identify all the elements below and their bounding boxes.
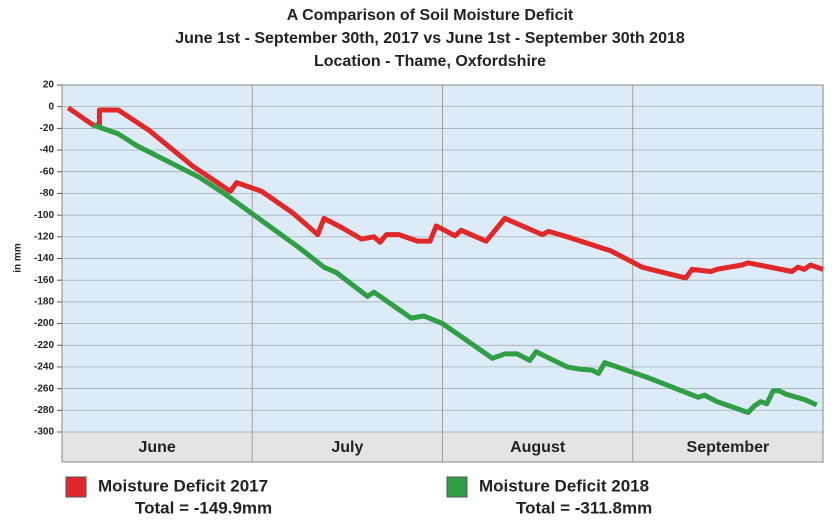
- y-tick-label: -200: [34, 318, 54, 329]
- legend-total: Total = -149.9mm: [135, 498, 272, 517]
- y-tick-label: -260: [34, 383, 54, 394]
- legend-label: Moisture Deficit 2017: [98, 476, 268, 495]
- x-tick-label: June: [138, 439, 175, 456]
- legend-swatch: [446, 476, 468, 498]
- y-tick-label: -120: [34, 231, 54, 242]
- series-line: [66, 105, 824, 281]
- legend-label: Moisture Deficit 2018: [479, 476, 649, 495]
- chart-title: A Comparison of Soil Moisture Deficit: [287, 7, 574, 24]
- x-tick-label: August: [510, 439, 566, 456]
- y-tick-label: -40: [40, 145, 55, 156]
- y-axis-label: in mm: [13, 243, 24, 273]
- y-tick-label: -80: [40, 188, 55, 199]
- plot-border: [61, 84, 824, 463]
- y-tick-label: -220: [34, 340, 54, 351]
- y-tick-label: -60: [40, 166, 55, 177]
- y-tick-label: -100: [34, 210, 54, 221]
- y-tick-label: 0: [48, 101, 54, 112]
- x-tick-label: July: [331, 439, 363, 456]
- y-tick-label: -280: [34, 405, 54, 416]
- legend-swatch: [65, 476, 87, 498]
- y-tick-label: -140: [34, 253, 54, 264]
- y-tick-label: -20: [40, 123, 55, 134]
- y-tick-label: -180: [34, 297, 54, 308]
- y-tick-label: -240: [34, 362, 54, 373]
- series-line: [92, 122, 818, 415]
- y-tick-label: -160: [34, 275, 54, 286]
- y-tick-label: -300: [34, 427, 54, 438]
- legend-total: Total = -311.8mm: [516, 498, 652, 517]
- x-tick-label: September: [687, 439, 770, 456]
- chart-subtitle: June 1st - September 30th, 2017 vs June …: [175, 30, 685, 47]
- y-tick-label: 20: [43, 80, 55, 91]
- chart-subtitle: Location - Thame, Oxfordshire: [314, 53, 546, 70]
